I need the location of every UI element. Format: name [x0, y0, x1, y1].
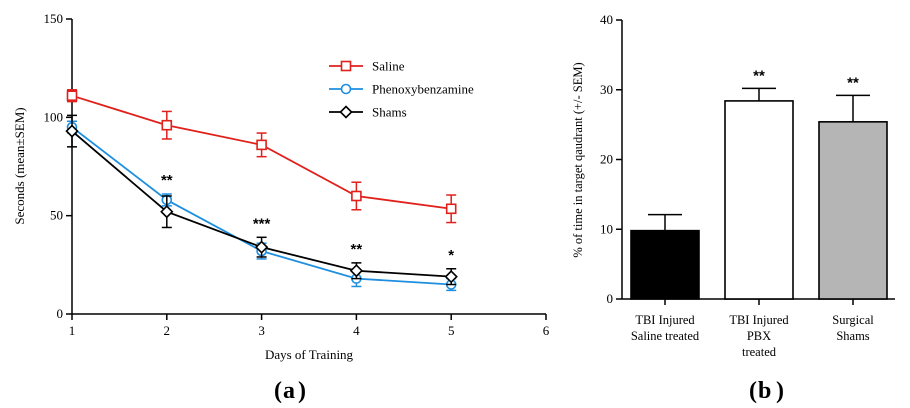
significance-label: **	[753, 67, 765, 84]
x-tick-label: 4	[353, 323, 360, 338]
data-point	[66, 90, 78, 101]
significance-label: ***	[253, 215, 271, 232]
x-axis-title: Days of Training	[265, 347, 354, 362]
y-axis-title: % of time in target qaudrant (+/- SEM)	[571, 62, 585, 257]
legend-label: Saline	[372, 59, 405, 74]
data-point	[160, 205, 174, 219]
category-label: treated	[742, 345, 777, 359]
significance-label: *	[448, 247, 454, 264]
category-label: PBX	[747, 329, 771, 343]
bar	[724, 100, 794, 300]
category-label: Surgical	[832, 313, 874, 327]
data-point	[349, 264, 364, 278]
panel-label-b-close: )	[776, 378, 784, 404]
bar	[630, 229, 700, 300]
panel-label-b: (	[749, 378, 757, 404]
panel-letter-b: b	[758, 378, 771, 404]
panel-letter-a: a	[283, 378, 295, 404]
category-label: Shams	[836, 329, 869, 343]
data-point	[161, 119, 173, 131]
category-label: TBI Injured	[635, 313, 695, 327]
bar-chart-panel: 0 10 20 30 40 % of time in target qaudrant (…	[571, 12, 895, 404]
panel-label-a-close: )	[298, 378, 306, 404]
line-chart-panel: 0 50 100 150 1 2 3 4 5 6 Seconds (mean±SEM) Days…	[12, 11, 550, 404]
y-axis-title: Seconds (mean±SEM)	[12, 107, 27, 224]
y-tick-label: 50	[50, 208, 63, 223]
data-point	[65, 124, 79, 138]
legend-label: Phenoxybenzamine	[372, 82, 474, 97]
x-tick-label: 3	[258, 323, 265, 338]
legend-label: Shams	[372, 105, 407, 120]
legend-marker	[340, 60, 352, 72]
y-tick-label: 150	[44, 11, 64, 26]
y-tick-label: 30	[600, 82, 613, 97]
y-tick-label: 10	[600, 221, 613, 236]
y-tick-label: 0	[57, 306, 64, 321]
y-tick-label: 20	[600, 152, 613, 167]
legend-marker	[339, 105, 353, 119]
y-tick-label: 40	[600, 12, 613, 27]
significance-label: **	[847, 74, 859, 91]
x-tick-label: 1	[69, 323, 76, 338]
bar	[818, 121, 888, 300]
x-tick-label: 5	[448, 323, 455, 338]
data-point	[351, 190, 362, 202]
significance-label: **	[351, 241, 363, 258]
y-tick-label: 100	[44, 109, 64, 124]
legend-marker	[340, 83, 352, 95]
y-tick-label: 0	[607, 291, 614, 306]
data-point	[256, 139, 267, 151]
series-saline	[66, 89, 457, 224]
category-label: Saline treated	[631, 329, 700, 343]
legend: Saline Phenoxybenzamine Shams	[329, 59, 474, 120]
data-point	[444, 270, 458, 284]
significance-label: **	[161, 172, 173, 189]
x-tick-label: 2	[164, 323, 171, 338]
series-shams	[65, 114, 458, 286]
data-point	[445, 203, 457, 215]
data-point	[254, 240, 269, 254]
x-tick-label: 6	[543, 323, 550, 338]
category-label: TBI Injured	[729, 313, 789, 327]
panel-label-a: (	[274, 378, 282, 404]
